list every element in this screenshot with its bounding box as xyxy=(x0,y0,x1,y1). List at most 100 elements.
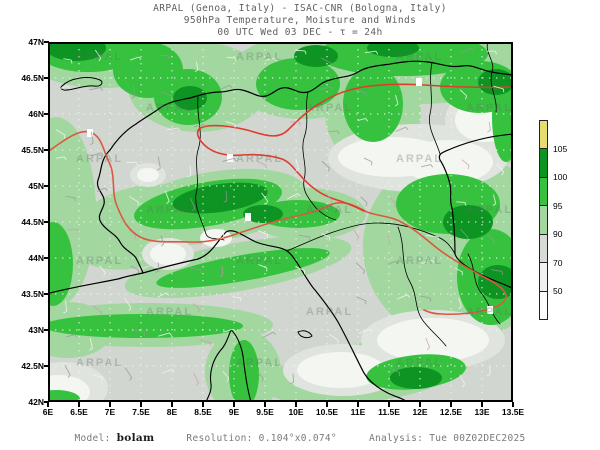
title-validtime: 00 UTC Wed 03 DEC - τ = 24h xyxy=(217,27,383,38)
arpal-watermark: ARPAL xyxy=(396,357,443,369)
colorbar-segment xyxy=(540,176,547,206)
arpal-watermark: ARPAL xyxy=(466,204,513,216)
lon-tick-label: 13E xyxy=(474,407,490,417)
lon-tick-mark xyxy=(450,402,452,407)
arpal-watermark: ARPAL xyxy=(236,357,283,369)
lon-tick-label: 9.5E xyxy=(256,407,274,417)
lon-tick-mark xyxy=(47,402,49,407)
border-veneto xyxy=(429,61,441,155)
lat-tick-label: 42.5N xyxy=(21,361,44,371)
lon-tick-label: 7.5E xyxy=(132,407,150,417)
lon-tick-mark xyxy=(326,402,328,407)
model-value: bolam xyxy=(116,432,155,444)
lat-tick-label: 45.5N xyxy=(21,145,44,155)
border-emilia-apennines xyxy=(286,222,456,255)
border-tuscany-umbria xyxy=(397,226,447,347)
lon-tick-label: 11E xyxy=(350,407,366,417)
colorbar xyxy=(539,120,548,320)
arpal-watermark: ARPAL xyxy=(146,306,193,318)
lon-tick-label: 11.5E xyxy=(378,407,400,417)
colorbar-segment xyxy=(540,121,547,149)
temp-contour-north xyxy=(196,83,513,212)
lon-tick-mark xyxy=(109,402,111,407)
lat-tick-label: 42N xyxy=(28,397,44,407)
lon-tick-label: 7E xyxy=(104,407,116,417)
arpal-watermark: ARPAL xyxy=(466,306,513,318)
lat-tick-label: 47N xyxy=(28,37,44,47)
island-elba xyxy=(297,330,313,339)
analysis-label: Analysis: xyxy=(368,433,424,444)
colorbar-segment xyxy=(540,290,547,319)
border-marche xyxy=(467,253,501,325)
arpal-watermark: ARPAL xyxy=(76,255,123,267)
lat-tick-mark xyxy=(44,221,49,223)
arpal-watermark: ARPAL xyxy=(76,153,123,165)
lon-tick-mark xyxy=(171,402,173,407)
border-alps-north xyxy=(109,60,513,151)
title-institutions: ARPAL (Genoa, Italy) - ISAC-CNR (Bologna… xyxy=(153,3,447,14)
lon-tick-label: 6E xyxy=(42,407,54,417)
lat-tick-mark xyxy=(44,365,49,367)
lat-tick-label: 46N xyxy=(28,109,44,119)
lon-tick-label: 9E xyxy=(228,407,240,417)
contour-labels xyxy=(87,78,493,314)
coastline-liguria-tuscany xyxy=(48,230,409,402)
lat-tick-mark xyxy=(44,77,49,79)
resolution-value: 0.104°x0.074° xyxy=(258,433,337,444)
arpal-watermark: ARPAL xyxy=(396,51,443,63)
lon-tick-mark xyxy=(357,402,359,407)
lon-tick-label: 8.5E xyxy=(194,407,212,417)
colorbar-tick-label: 50 xyxy=(553,286,563,297)
lat-tick-mark xyxy=(44,401,49,403)
lon-tick-mark xyxy=(78,402,80,407)
wind-barbs xyxy=(55,47,505,387)
colorbar-segment xyxy=(540,205,547,234)
lon-tick-label: 8E xyxy=(166,407,178,417)
border-piedmont xyxy=(195,96,225,241)
border-friuli-slovenia xyxy=(486,42,497,113)
lon-tick-mark xyxy=(140,402,142,407)
lon-tick-label: 13.5E xyxy=(501,407,525,417)
arpal-watermark: ARPAL xyxy=(146,102,193,114)
arpal-watermark: ARPAL xyxy=(236,255,283,267)
arpal-watermark: ARPAL xyxy=(236,153,283,165)
colorbar-segment xyxy=(540,262,547,291)
lat-tick-mark xyxy=(44,329,49,331)
arpal-watermark: ARPAL xyxy=(466,102,513,114)
map-frame xyxy=(48,42,513,402)
colorbar-tick-label: 70 xyxy=(553,257,563,268)
lat-tick-mark xyxy=(44,149,49,151)
model-label: Model: xyxy=(74,433,111,444)
arpal-watermark: ARPAL xyxy=(306,204,353,216)
arpal-watermark: ARPAL xyxy=(76,51,123,63)
colorbar-tick-label: 90 xyxy=(553,229,563,240)
lat-tick-mark xyxy=(44,293,49,295)
coastline-adriatic xyxy=(438,133,513,290)
lon-tick-mark xyxy=(264,402,266,407)
arpal-watermark: ARPAL xyxy=(76,357,123,369)
colorbar-segment xyxy=(540,148,547,177)
lon-tick-label: 10.5E xyxy=(315,407,339,417)
chart-title: ARPAL (Genoa, Italy) - ISAC-CNR (Bologna… xyxy=(30,3,570,39)
colorbar-tick-label: 95 xyxy=(553,200,563,211)
resolution-label: Resolution: xyxy=(186,433,253,444)
lon-tick-label: 6.5E xyxy=(70,407,88,417)
colorbar-segment xyxy=(540,233,547,263)
lat-tick-mark xyxy=(44,113,49,115)
title-variables: 950hPa Temperature, Moisture and Winds xyxy=(183,15,417,26)
footer-caption: Model: bolam Resolution: 0.104°x0.074° A… xyxy=(0,432,600,444)
colorbar-tick-label: 105 xyxy=(553,143,568,154)
lat-tick-mark xyxy=(44,41,49,43)
lon-tick-mark xyxy=(481,402,483,407)
coastlines-borders xyxy=(48,42,513,402)
watermark-layer: ARPAL ARPAL ARPAL ARPAL ARPAL ARPAL ARPAL ARPAL… xyxy=(76,51,513,369)
border-france-italy xyxy=(96,149,144,274)
lake-geneva xyxy=(60,77,103,91)
lat-tick-label: 44N xyxy=(28,253,44,263)
arpal-watermark: ARPAL xyxy=(396,255,443,267)
lat-tick-label: 43.5N xyxy=(21,289,44,299)
lon-tick-mark xyxy=(202,402,204,407)
lon-tick-label: 12.5E xyxy=(439,407,463,417)
arpal-watermark: ARPAL xyxy=(146,204,193,216)
